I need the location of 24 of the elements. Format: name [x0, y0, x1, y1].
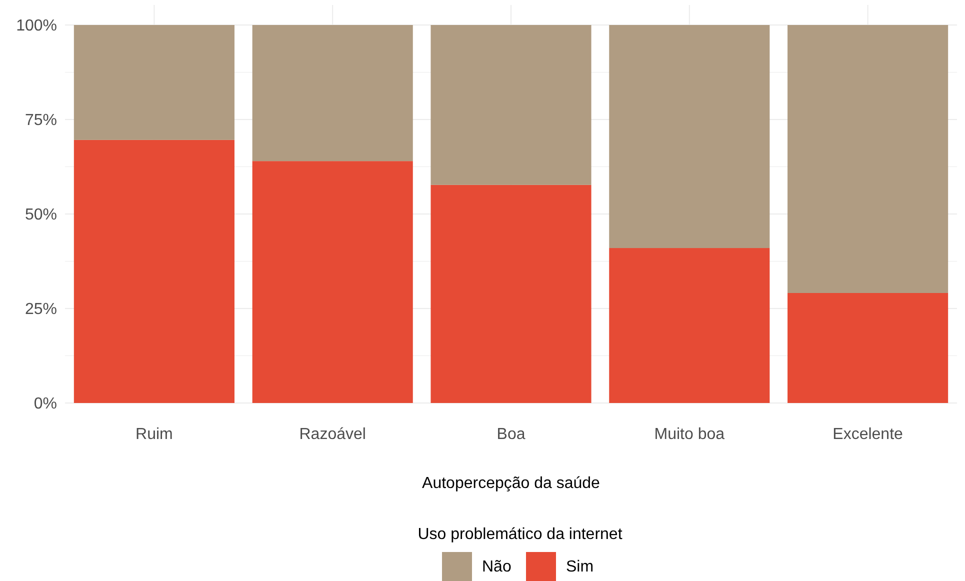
x-tick-label: Boa	[496, 426, 526, 443]
legend-title: Uso problemático da internet	[418, 526, 623, 543]
x-tick-label: Excelente	[832, 426, 904, 443]
bar	[788, 25, 948, 293]
bar	[252, 25, 413, 162]
legend-label: Não	[482, 558, 512, 576]
bar	[252, 161, 413, 403]
y-tick-label: 0%	[34, 396, 57, 413]
y-tick-label: 50%	[24, 206, 57, 224]
x-tick-label: Razoável	[299, 426, 366, 443]
y-tick-label: 75%	[24, 112, 57, 130]
bar	[788, 293, 948, 403]
bar	[74, 140, 234, 403]
legend-label: Sim	[566, 558, 594, 576]
x-tick-label: Muito boa	[654, 426, 725, 443]
bar	[609, 248, 770, 403]
y-tick-label: 100%	[16, 18, 57, 35]
bar	[430, 184, 592, 403]
bar	[609, 25, 770, 248]
bar	[74, 25, 234, 140]
bar	[430, 25, 592, 185]
x-axis-title: Autopercepção da saúde	[422, 475, 600, 492]
x-tick-label: Ruim	[136, 426, 173, 443]
y-tick-label: 25%	[24, 301, 57, 318]
